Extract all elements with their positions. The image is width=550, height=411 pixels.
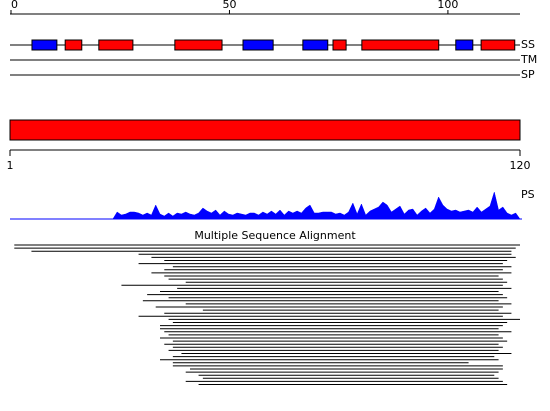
ss-element bbox=[174, 39, 223, 51]
ss-element bbox=[361, 39, 440, 51]
ss-element bbox=[455, 39, 474, 51]
track-label: SP bbox=[521, 68, 535, 81]
ruler-label: 50 bbox=[222, 0, 236, 11]
msa-title: Multiple Sequence Alignment bbox=[194, 229, 356, 242]
ss-element bbox=[302, 39, 329, 51]
track-label: SS bbox=[521, 38, 535, 51]
scale-label: 120 bbox=[510, 159, 531, 172]
track-label: TM bbox=[520, 53, 537, 66]
domain-bar bbox=[9, 119, 521, 141]
ss-element bbox=[242, 39, 274, 51]
ss-element bbox=[64, 39, 83, 51]
ss-element bbox=[480, 39, 516, 51]
ss-element bbox=[332, 39, 347, 51]
ruler-label: 0 bbox=[11, 0, 18, 11]
ps-label: PS bbox=[521, 188, 535, 201]
ruler-label: 100 bbox=[437, 0, 458, 11]
ss-element bbox=[31, 39, 58, 51]
scale-label: 1 bbox=[7, 159, 14, 172]
ss-element bbox=[98, 39, 134, 51]
ps-profile bbox=[10, 191, 521, 220]
